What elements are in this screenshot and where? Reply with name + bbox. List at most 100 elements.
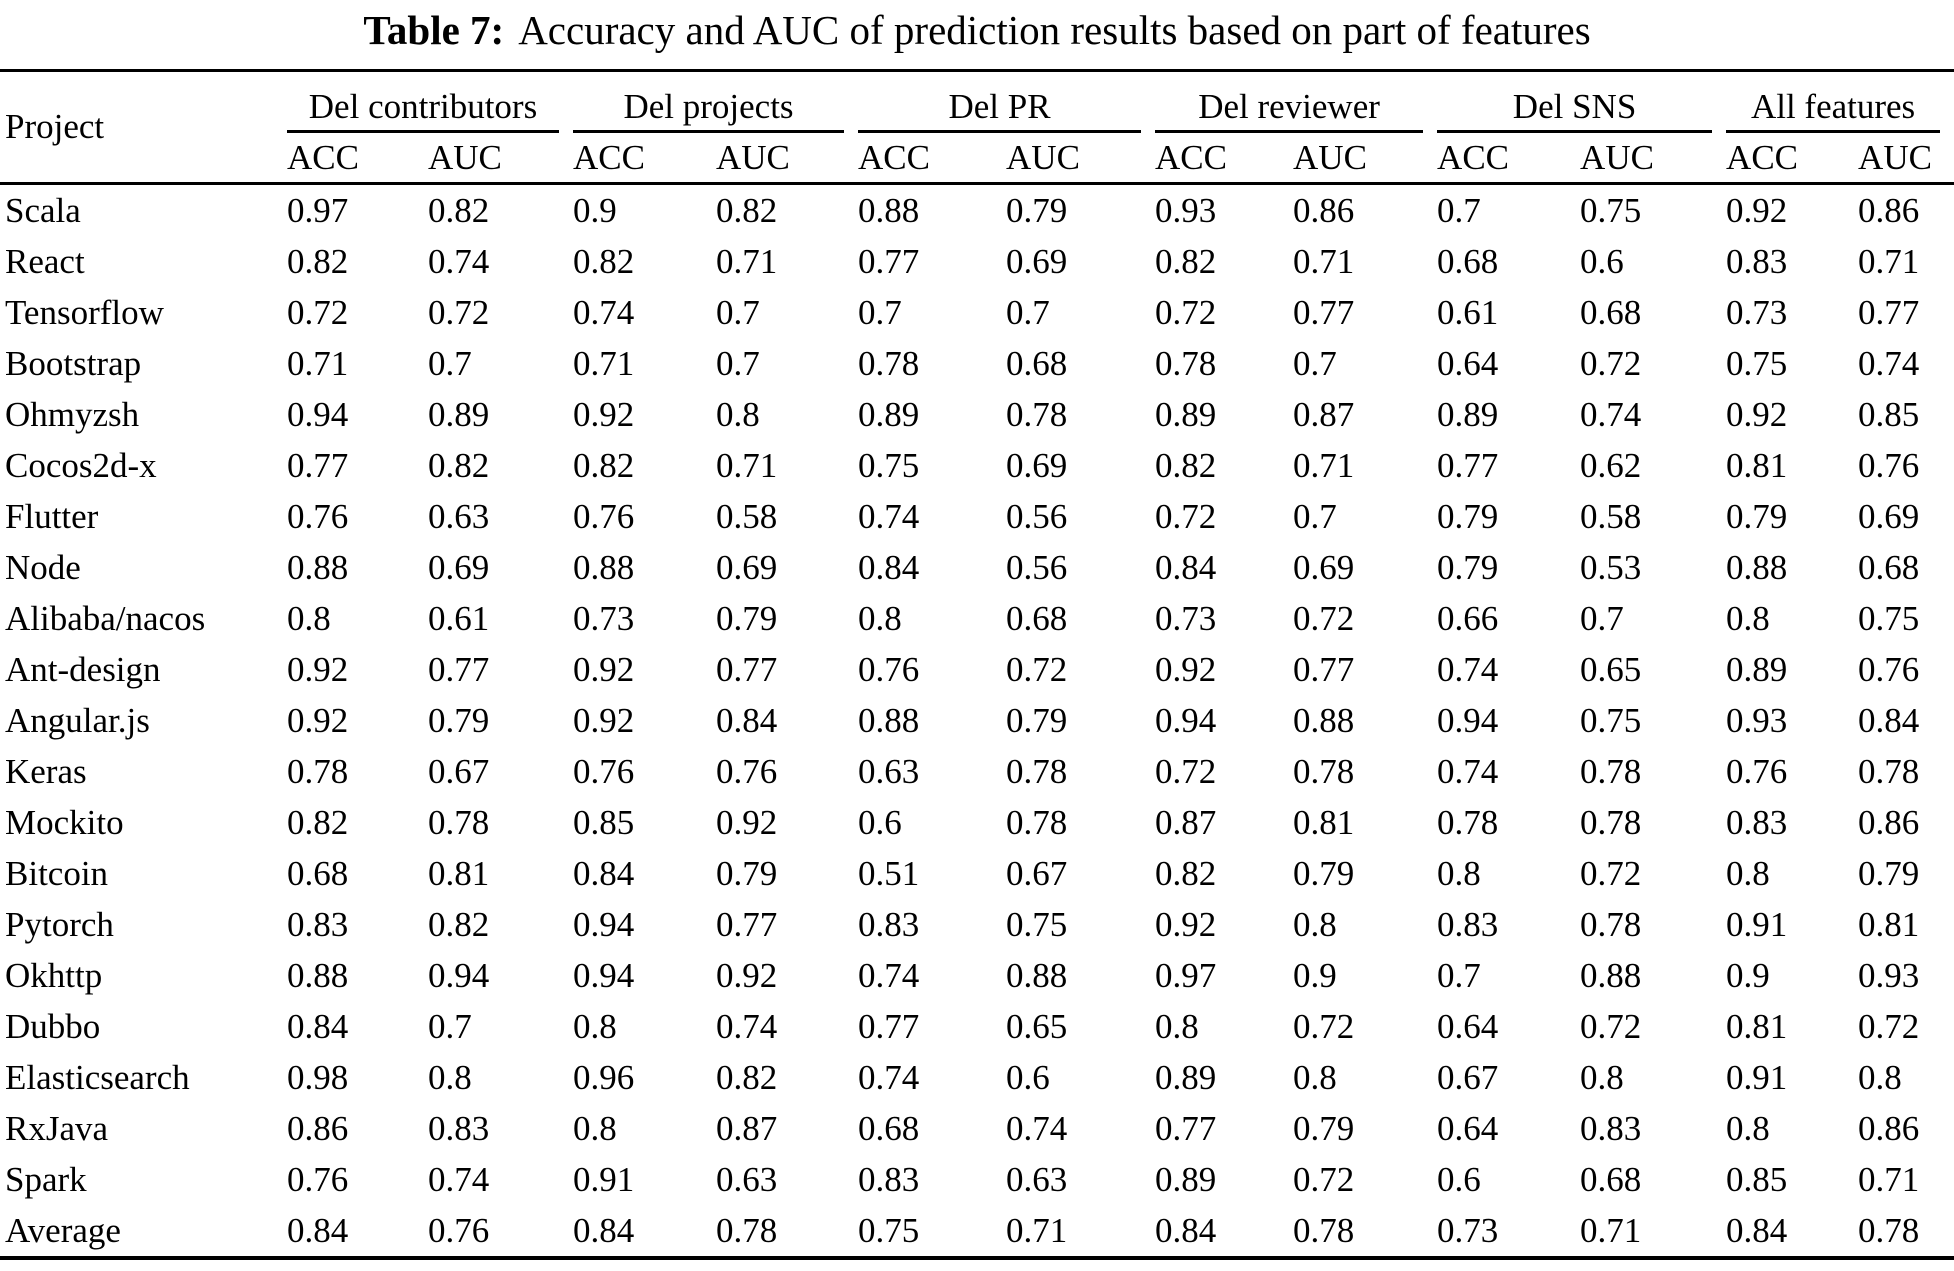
value-cell: 0.63 [1006,1159,1068,1199]
value-cell: 0.67 [1437,1057,1499,1097]
value-cell: 0.68 [1580,1159,1642,1199]
value-cell: 0.73 [1437,1210,1499,1250]
value-cell: 0.76 [287,1159,349,1199]
value-cell: 0.79 [1437,547,1499,587]
value-cell: 0.74 [716,1006,778,1046]
value-cell: 0.72 [1155,496,1217,536]
value-cell: 0.78 [1006,751,1068,791]
value-cell: 0.78 [1006,802,1068,842]
value-cell: 0.72 [1580,1006,1642,1046]
value-cell: 0.89 [1155,394,1217,434]
value-cell: 0.89 [428,394,490,434]
value-cell: 0.78 [858,343,920,383]
project-cell: Cocos2d-x [5,445,157,485]
project-cell: Alibaba/nacos [5,598,206,638]
value-cell: 0.8 [1726,1108,1770,1148]
value-cell: 0.83 [1726,802,1788,842]
value-cell: 0.76 [1858,649,1920,689]
value-cell: 0.79 [1726,496,1788,536]
table-caption-number: Table 7: [363,7,505,53]
value-cell: 0.71 [1858,1159,1920,1199]
value-cell: 0.96 [573,1057,635,1097]
value-cell: 0.84 [1858,700,1920,740]
value-cell: 0.6 [1580,241,1624,281]
value-cell: 0.8 [1293,904,1337,944]
value-cell: 0.73 [1726,292,1788,332]
group-header-del-contributors: Del contributors [287,71,573,133]
column-header-auc: AUC [1293,137,1367,177]
project-cell: Keras [5,751,87,791]
table-row: Ohmyzsh 0.94 0.89 0.92 0.8 0.89 0.78 0.89 0.87 0.… [0,389,1954,440]
value-cell: 0.76 [573,496,635,536]
value-cell: 0.66 [1437,598,1499,638]
value-cell: 0.84 [287,1210,349,1250]
value-cell: 0.68 [858,1108,920,1148]
column-header-acc: ACC [1726,137,1799,177]
value-cell: 0.94 [573,904,635,944]
value-cell: 0.92 [1726,394,1788,434]
value-cell: 0.83 [287,904,349,944]
value-cell: 0.71 [1293,445,1355,485]
value-cell: 0.91 [573,1159,635,1199]
value-cell: 0.87 [1293,394,1355,434]
value-cell: 0.87 [716,1108,778,1148]
value-cell: 0.68 [1006,598,1068,638]
value-cell: 0.79 [428,700,490,740]
value-cell: 0.72 [428,292,490,332]
value-cell: 0.83 [1437,904,1499,944]
value-cell: 0.77 [716,649,778,689]
value-cell: 0.78 [1858,1210,1920,1250]
value-cell: 0.72 [1580,343,1642,383]
value-cell: 0.97 [287,190,349,230]
value-cell: 0.82 [573,241,635,281]
value-cell: 0.71 [1858,241,1920,281]
value-cell: 0.68 [1006,343,1068,383]
value-cell: 0.69 [1293,547,1355,587]
value-cell: 0.78 [1293,1210,1355,1250]
project-cell: Bitcoin [5,853,109,893]
value-cell: 0.84 [858,547,920,587]
value-cell: 0.82 [287,241,349,281]
value-cell: 0.86 [1858,802,1920,842]
value-cell: 0.92 [1155,649,1217,689]
value-cell: 0.92 [716,955,778,995]
project-cell: Angular.js [5,700,150,740]
value-cell: 0.8 [1858,1057,1902,1097]
value-cell: 0.86 [1293,190,1355,230]
project-cell: Okhttp [5,955,103,995]
value-cell: 0.82 [1155,241,1217,281]
value-cell: 0.6 [1437,1159,1481,1199]
table-row: Bootstrap 0.71 0.7 0.71 0.7 0.78 0.68 0.78 0.7 0.… [0,338,1954,389]
project-cell: Spark [5,1159,87,1199]
value-cell: 0.72 [1155,292,1217,332]
value-cell: 0.67 [428,751,490,791]
value-cell: 0.97 [1155,955,1217,995]
table-row: Okhttp 0.88 0.94 0.94 0.92 0.74 0.88 0.97 0.9 0.7… [0,950,1954,1001]
column-header-acc: ACC [858,137,930,177]
column-header-acc: ACC [1437,137,1510,177]
group-header-label: Del projects [573,87,845,133]
value-cell: 0.82 [428,190,490,230]
value-cell: 0.77 [1293,292,1355,332]
value-cell: 0.85 [573,802,635,842]
value-cell: 0.63 [428,496,490,536]
project-cell: Bootstrap [5,343,142,383]
value-cell: 0.84 [1155,547,1217,587]
value-cell: 0.88 [287,547,349,587]
value-cell: 0.82 [716,190,778,230]
value-cell: 0.83 [1580,1108,1642,1148]
value-cell: 0.7 [1437,955,1481,995]
value-cell: 0.82 [428,445,490,485]
table-row: Alibaba/nacos 0.8 0.61 0.73 0.79 0.8 0.68 0.73 0… [0,593,1954,644]
value-cell: 0.68 [1580,292,1642,332]
value-cell: 0.92 [716,802,778,842]
group-header-row: Project Del contributors Del projects De… [0,71,1954,146]
value-cell: 0.9 [1726,955,1770,995]
value-cell: 0.73 [1155,598,1217,638]
value-cell: 0.75 [1726,343,1788,383]
value-cell: 0.76 [716,751,778,791]
value-cell: 0.84 [573,853,635,893]
value-cell: 0.72 [1293,1006,1355,1046]
value-cell: 0.78 [1580,751,1642,791]
